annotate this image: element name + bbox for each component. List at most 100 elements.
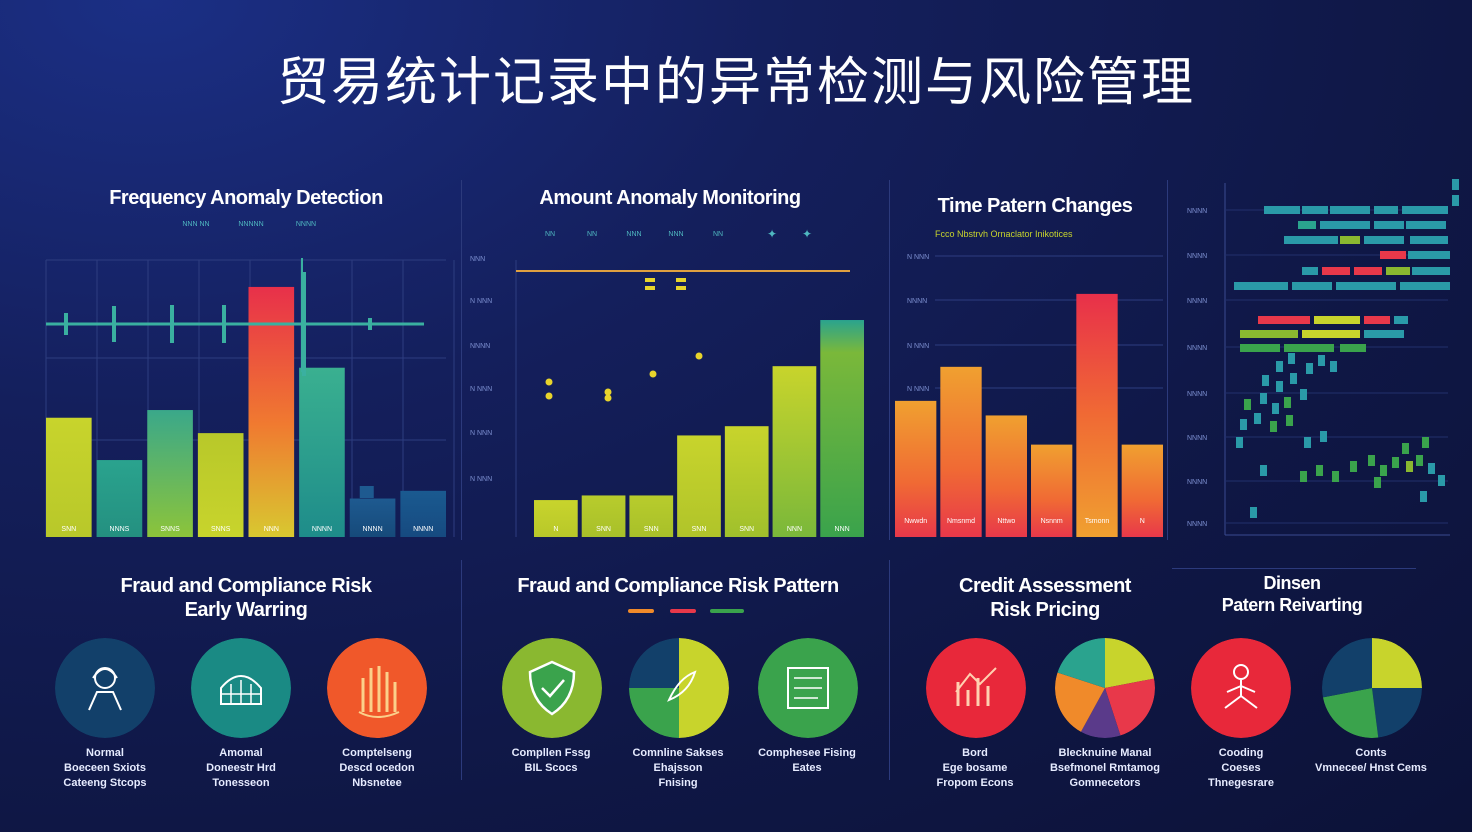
circle-caption: Bord Ege bosame Fropom Econs <box>900 746 1050 791</box>
circle-caption: Normal Boeceen Sxiots Cateeng Stcops <box>30 746 180 791</box>
risk-circle <box>926 638 1026 738</box>
risk-circle <box>1322 638 1422 738</box>
legend-dash <box>628 609 654 613</box>
bar-label: SNN <box>644 526 659 533</box>
caption-line: Comptelseng <box>342 747 412 759</box>
bar <box>940 366 982 537</box>
scatter-point <box>1374 477 1381 488</box>
panel-title-amount: Amount Anomaly Monitoring <box>539 187 801 209</box>
y-tick-label: NNNN <box>1187 435 1207 442</box>
risk-circle <box>502 638 602 738</box>
bar-label: SNN <box>739 526 754 533</box>
risk-circle <box>629 638 729 738</box>
chart-subtitle: NNN <box>626 231 641 238</box>
heat-cell <box>1408 251 1450 259</box>
anomaly-marker <box>645 278 655 282</box>
pie-slice <box>1322 638 1372 698</box>
caption-line: Nbsnetee <box>352 777 402 789</box>
bar-notch <box>359 486 374 498</box>
heat-cell <box>1292 282 1332 290</box>
scatter-point <box>1368 455 1375 466</box>
caption-line: Ege bosame <box>942 762 1008 774</box>
heat-cell <box>1322 267 1350 275</box>
heat-cell <box>1380 251 1406 259</box>
bar <box>400 490 446 537</box>
bar-label: Nsnnm <box>1041 518 1063 525</box>
circle-bg <box>926 638 1026 738</box>
bar-label: SNN <box>692 526 707 533</box>
anomaly-point <box>604 394 612 402</box>
bar-label: NNN <box>835 526 850 533</box>
pie-icon <box>1322 638 1422 738</box>
shield-icon <box>502 638 602 738</box>
scatter-point <box>1318 355 1325 366</box>
worker-icon <box>88 667 122 711</box>
bar <box>248 286 295 537</box>
heat-cell <box>1298 221 1316 229</box>
scatter-point <box>1300 389 1307 400</box>
figure-icon <box>1191 638 1291 738</box>
caption-line: Boeceen Sxiots <box>64 762 146 774</box>
bar <box>895 400 937 537</box>
scatter-point <box>1272 403 1279 414</box>
caption-line: Comphesee Fising <box>758 747 856 759</box>
panel-title-fraud-pattern: Fraud and Compliance Risk Pattern <box>517 575 839 597</box>
scatter-point <box>1270 421 1277 432</box>
heat-cell <box>1394 316 1408 324</box>
scatter-point <box>1320 431 1327 442</box>
anomaly-marker <box>645 286 655 290</box>
panel-title-credit: Credit Assessment Risk Pricing <box>920 574 1170 622</box>
bar-label: N <box>553 526 558 533</box>
bar-label: NNNS <box>110 526 130 533</box>
divider <box>889 180 890 540</box>
bar <box>299 367 345 537</box>
pie-glyph <box>667 670 697 702</box>
scatter-point <box>1406 461 1413 472</box>
anomaly-point <box>695 352 703 360</box>
chart-subtitle: NNNNN <box>238 221 263 228</box>
bar <box>349 498 396 537</box>
chart-subtitle: NN <box>545 231 555 238</box>
heat-cell <box>1258 316 1310 324</box>
caption-line: Conts <box>1355 747 1387 759</box>
bar <box>147 410 193 537</box>
tick-mark <box>170 305 174 343</box>
risk-circle <box>327 638 427 738</box>
scatter-point <box>1254 413 1261 424</box>
bar <box>820 320 864 537</box>
tick-mark <box>112 306 116 342</box>
caption-line: Doneestr Hrd <box>206 762 276 774</box>
scatter-point <box>1350 461 1357 472</box>
caption-line: Bord <box>962 747 988 759</box>
caption-line: Ehajsson <box>653 762 703 774</box>
scatter-point <box>1316 465 1323 476</box>
panel-title-time: Time Patern Changes <box>937 195 1133 217</box>
scatter-point <box>1276 381 1283 392</box>
scatter-point <box>1306 363 1313 374</box>
y-tick-label: N NNN <box>907 386 929 393</box>
heatmap-chart: NNNN NNNN NNNN NNNN NNNN NNNN NNNN NNNN <box>1187 179 1459 536</box>
bar <box>1031 444 1073 537</box>
circle-caption: Blecknuine Manal Bsefmonel Rmtamog Gomnece… <box>1030 746 1180 791</box>
chart-subtitle: NN <box>587 231 597 238</box>
circle-caption: Comphesee Fising Eates <box>732 746 882 776</box>
pie-slice <box>1105 678 1155 736</box>
bar <box>581 495 626 537</box>
caption-line: Coeses <box>1221 762 1261 774</box>
pie-slice <box>1105 638 1155 688</box>
scatter-point <box>1420 491 1427 502</box>
heat-cell <box>1354 267 1382 275</box>
scatter-point <box>1276 361 1283 372</box>
caption-line: Fropom Econs <box>936 777 1014 789</box>
divider <box>461 560 462 780</box>
hand-icon <box>327 638 427 738</box>
legend-dash <box>710 609 744 613</box>
legend-dash <box>670 609 696 613</box>
caption-line: Descd ocedon <box>339 762 415 774</box>
heat-cell <box>1264 206 1300 214</box>
y-tick-label: NNNN <box>470 343 490 350</box>
circle-caption: Amomal Doneestr Hrd Tonesseon <box>166 746 316 791</box>
y-tick-label: NNNN <box>1187 391 1207 398</box>
caption-line: Fnising <box>658 777 698 789</box>
